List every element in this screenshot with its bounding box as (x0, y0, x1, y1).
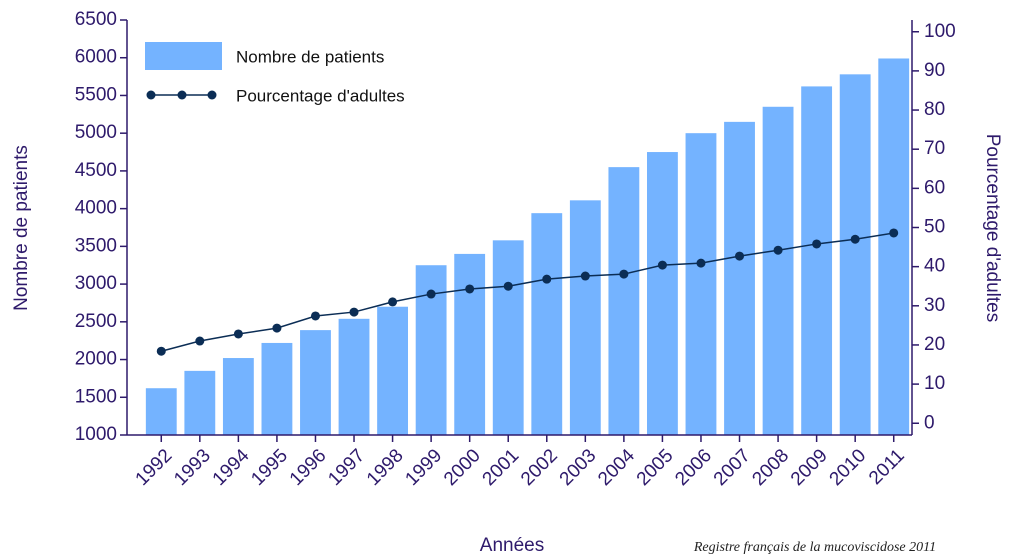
line-marker (349, 307, 359, 317)
line-marker (773, 245, 783, 255)
x-tick-label: 1999 (401, 445, 446, 490)
y2-tick-label: 10 (924, 373, 945, 394)
bar (454, 253, 486, 435)
y2-tick-label: 50 (924, 217, 945, 238)
bar (492, 240, 524, 435)
x-tick-label: 2000 (440, 445, 485, 490)
x-axis-label: Années (480, 535, 544, 556)
line-marker (272, 323, 282, 333)
line-marker (503, 281, 513, 291)
bar (338, 318, 370, 435)
y-tick-label: 6500 (75, 9, 117, 30)
line-marker (696, 258, 706, 268)
y-tick-label: 1000 (75, 424, 117, 445)
line-marker (426, 289, 436, 299)
bar (685, 133, 717, 435)
y2-tick-label: 70 (924, 138, 945, 159)
bar (145, 388, 177, 435)
bar (377, 306, 408, 435)
y2-tick-label: 30 (924, 295, 945, 316)
line-marker (542, 274, 552, 284)
bar (878, 58, 910, 436)
y-tick-label: 1500 (75, 386, 117, 407)
y2-axis-label: Pourcentage d'adultes (982, 134, 1003, 323)
line-marker (889, 228, 899, 238)
x-tick-label: 1992 (132, 445, 177, 490)
bar (261, 342, 293, 435)
legend-label: Pourcentage d'adultes (236, 86, 405, 105)
x-tick-label: 2008 (748, 445, 793, 490)
bar (300, 330, 331, 435)
bar (608, 167, 640, 436)
y-tick-label: 3000 (75, 273, 117, 294)
legend-swatch (145, 42, 222, 70)
legend-label: Nombre de patients (236, 47, 384, 66)
y2-tick-label: 20 (924, 334, 945, 355)
bar (801, 86, 833, 436)
y-tick-label: 6000 (75, 47, 117, 68)
line-marker (812, 239, 822, 249)
x-tick-label: 2004 (594, 445, 639, 490)
y2-tick-label: 0 (924, 412, 935, 433)
legend-marker (177, 90, 187, 100)
line-marker (465, 284, 475, 294)
line-marker (657, 260, 667, 270)
source-note: Registre français de la mucoviscidose 20… (693, 540, 936, 555)
bar (839, 74, 871, 435)
x-tick-label: 2007 (710, 445, 755, 490)
x-tick-label: 2002 (517, 445, 562, 490)
line-marker (195, 336, 205, 346)
x-tick-label: 1996 (286, 445, 331, 490)
y-tick-label: 5000 (75, 122, 117, 143)
line-marker (735, 251, 745, 261)
line-marker (619, 269, 629, 279)
line-marker (388, 297, 398, 307)
x-tick-label: 1994 (209, 445, 254, 490)
y2-tick-label: 80 (924, 99, 945, 120)
legend-marker (146, 90, 156, 100)
y-tick-label: 2500 (75, 311, 117, 332)
y-tick-label: 3500 (75, 235, 117, 256)
bar (647, 152, 678, 435)
x-tick-label: 2011 (865, 445, 909, 489)
line-marker (233, 329, 243, 339)
x-tick-label: 2005 (633, 445, 678, 490)
line-marker (580, 271, 590, 281)
bar (184, 370, 216, 435)
legend-marker (207, 90, 217, 100)
y2-tick-label: 90 (924, 60, 945, 81)
x-tick-label: 2010 (826, 445, 871, 490)
bar (724, 121, 755, 435)
y-tick-label: 4500 (75, 160, 117, 181)
x-tick-label: 1998 (363, 445, 408, 490)
y2-tick-label: 40 (924, 256, 945, 277)
x-tick-label: 2001 (479, 445, 524, 490)
x-tick-label: 1995 (247, 445, 292, 490)
line-marker (310, 311, 320, 321)
y2-tick-label: 100 (924, 21, 956, 42)
x-tick-label: 1993 (170, 445, 215, 490)
line-marker (156, 346, 166, 356)
y-tick-label: 2000 (75, 349, 117, 370)
line (161, 232, 894, 352)
y2-tick-label: 60 (924, 177, 945, 198)
x-tick-label: 1997 (324, 445, 369, 490)
y-axis-label: Nombre de patients (11, 145, 32, 311)
x-tick-label: 2006 (671, 445, 716, 490)
y-tick-label: 4000 (75, 198, 117, 219)
line-marker (850, 234, 860, 244)
bar (762, 106, 794, 435)
bar (569, 200, 601, 435)
bar (222, 358, 254, 435)
x-tick-label: 2009 (787, 445, 832, 490)
bar (531, 213, 563, 435)
x-tick-label: 2003 (556, 445, 601, 490)
y-tick-label: 5500 (75, 84, 117, 105)
